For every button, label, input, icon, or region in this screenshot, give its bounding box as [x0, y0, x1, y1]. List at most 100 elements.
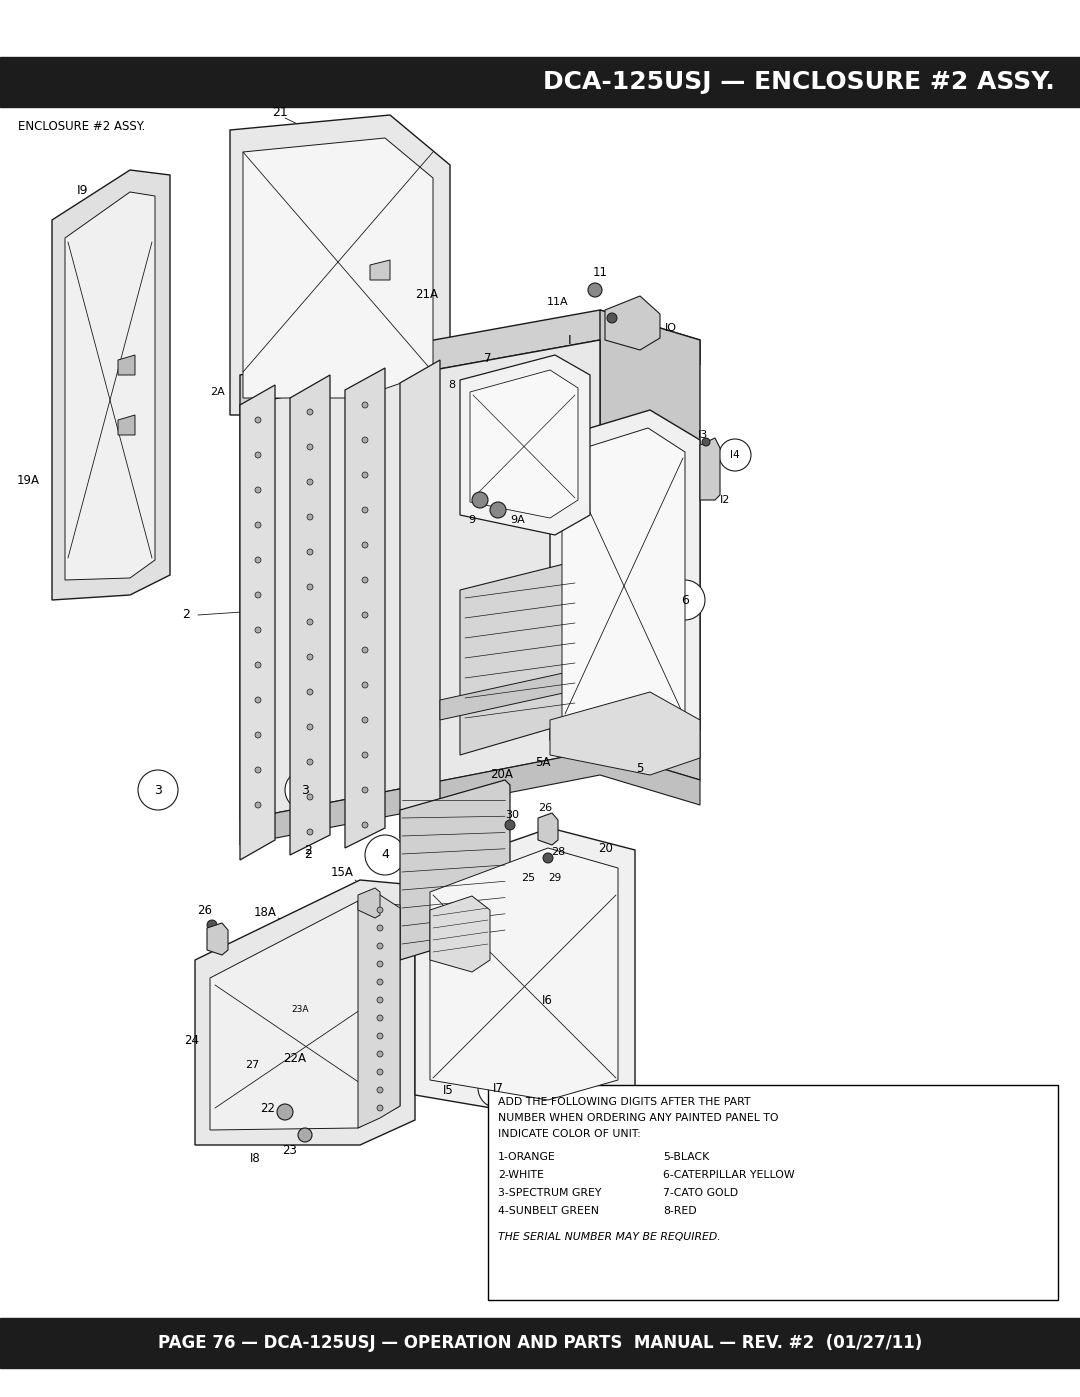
Text: I7: I7: [492, 1081, 503, 1094]
Text: 4: 4: [381, 848, 389, 862]
Circle shape: [255, 697, 261, 703]
Polygon shape: [240, 750, 700, 845]
Polygon shape: [400, 360, 440, 838]
Circle shape: [255, 592, 261, 598]
Circle shape: [307, 759, 313, 766]
Circle shape: [276, 1104, 293, 1120]
Circle shape: [255, 453, 261, 458]
Circle shape: [285, 995, 315, 1025]
Text: 5A: 5A: [536, 756, 551, 768]
Text: 3-SPECTRUM GREY: 3-SPECTRUM GREY: [498, 1187, 602, 1199]
Text: IO: IO: [665, 323, 677, 332]
Circle shape: [362, 577, 368, 583]
Circle shape: [377, 1032, 383, 1039]
Polygon shape: [357, 888, 380, 918]
Circle shape: [307, 479, 313, 485]
Circle shape: [307, 654, 313, 659]
Text: 2-WHITE: 2-WHITE: [498, 1171, 544, 1180]
Text: 19A: 19A: [17, 474, 40, 486]
Circle shape: [377, 1051, 383, 1058]
Polygon shape: [605, 296, 660, 351]
Circle shape: [702, 439, 710, 446]
Circle shape: [377, 907, 383, 914]
Text: 23: 23: [283, 1144, 297, 1157]
Polygon shape: [700, 439, 720, 500]
Circle shape: [362, 542, 368, 548]
Text: 5-BLACK: 5-BLACK: [663, 1153, 710, 1162]
Polygon shape: [550, 409, 700, 760]
Text: NUMBER WHEN ORDERING ANY PAINTED PANEL TO: NUMBER WHEN ORDERING ANY PAINTED PANEL T…: [498, 1113, 779, 1123]
Polygon shape: [430, 848, 618, 1099]
Polygon shape: [538, 813, 558, 845]
Circle shape: [362, 717, 368, 724]
Text: 3: 3: [154, 784, 162, 796]
Text: 6: 6: [681, 594, 689, 606]
Circle shape: [307, 584, 313, 590]
Circle shape: [285, 770, 325, 810]
Circle shape: [255, 802, 261, 807]
Text: 8-RED: 8-RED: [663, 1206, 697, 1215]
Text: I8: I8: [249, 1151, 260, 1165]
Text: 5: 5: [636, 761, 644, 774]
Circle shape: [255, 732, 261, 738]
Text: 1-ORANGE: 1-ORANGE: [498, 1153, 556, 1162]
Circle shape: [362, 821, 368, 828]
Polygon shape: [345, 367, 384, 848]
Circle shape: [377, 1016, 383, 1021]
Polygon shape: [207, 923, 228, 956]
Text: 3: 3: [301, 784, 309, 796]
Polygon shape: [600, 310, 700, 780]
Polygon shape: [52, 170, 170, 599]
Text: 8: 8: [448, 380, 455, 390]
Circle shape: [307, 793, 313, 800]
Text: ADD THE FOLLOWING DIGITS AFTER THE PART: ADD THE FOLLOWING DIGITS AFTER THE PART: [498, 1097, 751, 1106]
Circle shape: [307, 514, 313, 520]
Polygon shape: [370, 260, 390, 279]
Polygon shape: [210, 901, 400, 1130]
Polygon shape: [460, 560, 580, 754]
Circle shape: [543, 854, 553, 863]
Text: I4: I4: [730, 450, 740, 460]
Text: 29: 29: [549, 873, 562, 883]
Circle shape: [490, 502, 507, 518]
Text: 25: 25: [521, 873, 535, 883]
Polygon shape: [357, 895, 400, 1127]
Text: I2: I2: [719, 495, 730, 504]
Text: 22: 22: [260, 1101, 275, 1115]
Text: 24: 24: [185, 1034, 200, 1046]
Polygon shape: [440, 665, 600, 719]
Polygon shape: [430, 895, 490, 972]
Text: 2: 2: [305, 844, 312, 856]
Polygon shape: [195, 880, 415, 1146]
Circle shape: [377, 1069, 383, 1076]
Text: 2: 2: [305, 848, 312, 862]
Circle shape: [237, 1049, 268, 1081]
Polygon shape: [118, 415, 135, 434]
Polygon shape: [400, 780, 510, 960]
Text: I5: I5: [443, 1084, 454, 1097]
Text: 9: 9: [469, 515, 475, 525]
Circle shape: [255, 767, 261, 773]
Circle shape: [377, 1105, 383, 1111]
Text: 6-CATERPILLAR YELLOW: 6-CATERPILLAR YELLOW: [663, 1171, 795, 1180]
Circle shape: [255, 488, 261, 493]
Circle shape: [478, 1067, 518, 1108]
Circle shape: [207, 921, 217, 930]
Text: 26: 26: [538, 803, 552, 813]
Text: 28: 28: [551, 847, 565, 856]
Text: THE SERIAL NUMBER MAY BE REQUIRED.: THE SERIAL NUMBER MAY BE REQUIRED.: [498, 1232, 720, 1242]
Circle shape: [362, 682, 368, 687]
Polygon shape: [460, 355, 590, 535]
Text: 20: 20: [598, 841, 612, 855]
Polygon shape: [65, 191, 156, 580]
Polygon shape: [243, 138, 433, 398]
Polygon shape: [240, 339, 600, 820]
Circle shape: [255, 557, 261, 563]
Circle shape: [255, 662, 261, 668]
Circle shape: [362, 402, 368, 408]
Polygon shape: [230, 115, 450, 415]
Circle shape: [362, 612, 368, 617]
Circle shape: [362, 437, 368, 443]
Text: 4-SUNBELT GREEN: 4-SUNBELT GREEN: [498, 1206, 599, 1215]
Circle shape: [362, 507, 368, 513]
